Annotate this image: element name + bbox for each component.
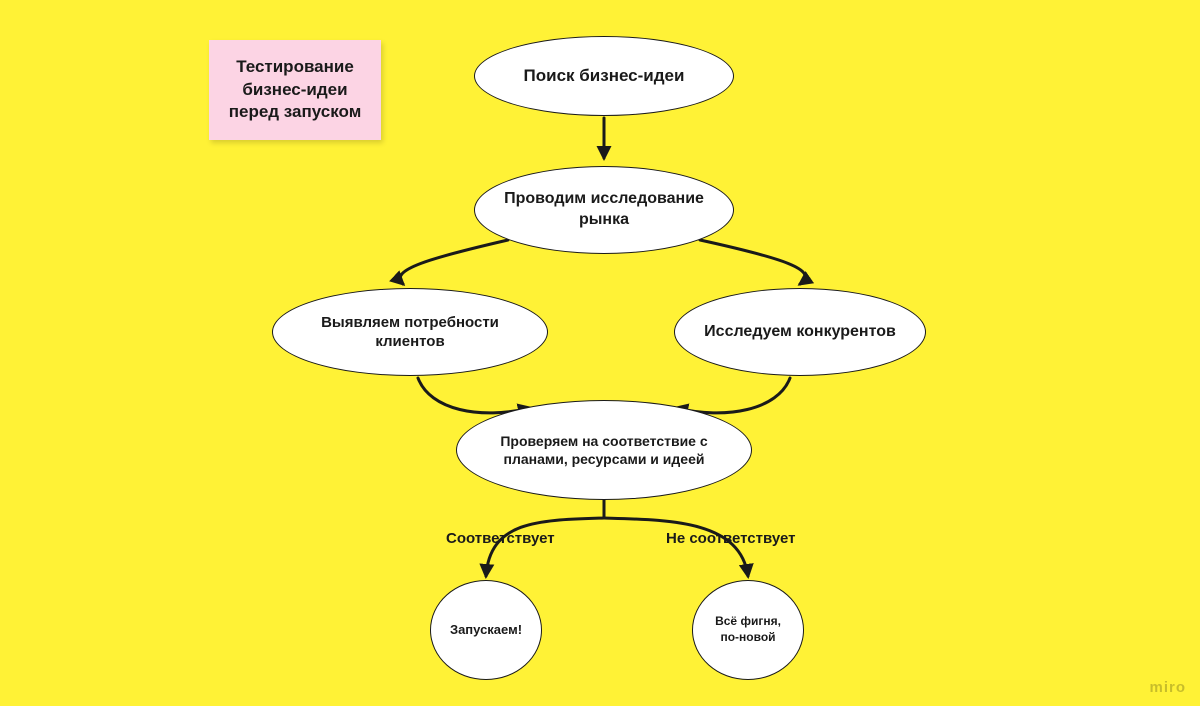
- flow-node-n2: Проводим исследование рынка: [474, 166, 734, 254]
- flow-node-n1: Поиск бизнес-идеи: [474, 36, 734, 116]
- flow-node-n6: Запускаем!: [430, 580, 542, 680]
- title-sticky-note: Тестирование бизнес-идеи перед запуском: [209, 40, 381, 140]
- flow-node-label: Поиск бизнес-идеи: [524, 65, 685, 87]
- flow-node-label: Запускаем!: [450, 622, 522, 639]
- edge-label: Не соответствует: [666, 530, 795, 547]
- flow-node-n4: Исследуем конкурентов: [674, 288, 926, 376]
- flow-node-n3: Выявляем потребности клиентов: [272, 288, 548, 376]
- flow-node-label: Выявляем потребности клиентов: [287, 313, 533, 352]
- flow-node-n5: Проверяем на соответствие с планами, рес…: [456, 400, 752, 500]
- flow-node-label: Всё фигня, по-новой: [707, 614, 789, 645]
- flow-node-n7: Всё фигня, по-новой: [692, 580, 804, 680]
- flow-node-label: Проверяем на соответствие с планами, рес…: [471, 432, 737, 468]
- edge-label: Соответствует: [446, 530, 555, 547]
- flow-node-label: Проводим исследование рынка: [489, 189, 719, 231]
- watermark: miro: [1149, 679, 1186, 696]
- flow-node-label: Исследуем конкурентов: [704, 322, 896, 343]
- title-text: Тестирование бизнес-идеи перед запуском: [219, 56, 371, 125]
